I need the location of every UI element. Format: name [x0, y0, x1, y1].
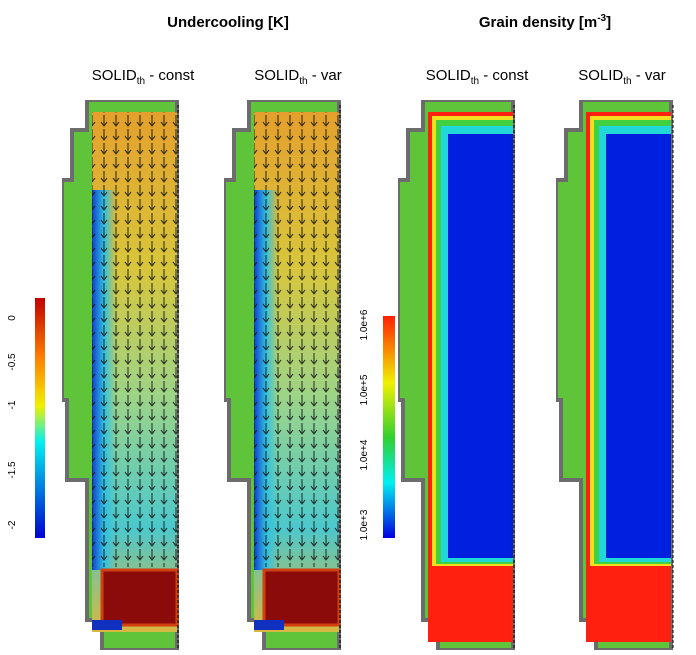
title: Grain density [m-3]	[479, 13, 611, 31]
label-rest: - const	[479, 67, 529, 84]
panel-label: SOLIDth - var	[578, 67, 666, 87]
colorbar-label: 0	[7, 315, 18, 321]
label-subscript: th	[137, 76, 145, 87]
colorbar	[35, 298, 45, 538]
title-text: Undercooling [K]	[167, 14, 289, 31]
label-main: SOLID	[92, 67, 137, 84]
label-main: SOLID	[578, 67, 623, 84]
title-text: ]	[606, 14, 611, 31]
label-subscript: th	[299, 76, 307, 87]
panel-label: SOLIDth - const	[92, 67, 195, 87]
superscript: -3	[597, 13, 606, 24]
colorbar-label: -0.5	[7, 353, 18, 371]
symmetry-axes	[177, 105, 674, 650]
panel-label: SOLIDth - const	[426, 67, 529, 87]
colorbar-label: -1.5	[7, 461, 18, 479]
title: Undercooling [K]	[167, 14, 289, 31]
label-subscript: th	[471, 76, 479, 87]
panel-label: SOLIDth - var	[254, 67, 342, 87]
undercooling-map	[62, 100, 177, 650]
colorbar-label: 1.0e+3	[359, 509, 370, 540]
undercooling-map	[224, 100, 339, 650]
colorbar-label: 1.0e+5	[359, 374, 370, 405]
colorbar	[383, 316, 395, 538]
title-text: Grain density [m	[479, 14, 597, 31]
label-rest: - var	[632, 67, 666, 84]
colorbar-label: 1.0e+6	[359, 309, 370, 340]
grain-density-map	[398, 100, 513, 650]
colorbar-label: -1	[7, 400, 18, 409]
label-main: SOLID	[254, 67, 299, 84]
label-subscript: th	[623, 76, 631, 87]
colorbar-label: 1.0e+4	[359, 439, 370, 470]
label-main: SOLID	[426, 67, 471, 84]
colorbar-label: -2	[7, 520, 18, 529]
label-rest: - var	[308, 67, 342, 84]
grain-density-map	[556, 100, 671, 650]
label-rest: - const	[145, 67, 195, 84]
